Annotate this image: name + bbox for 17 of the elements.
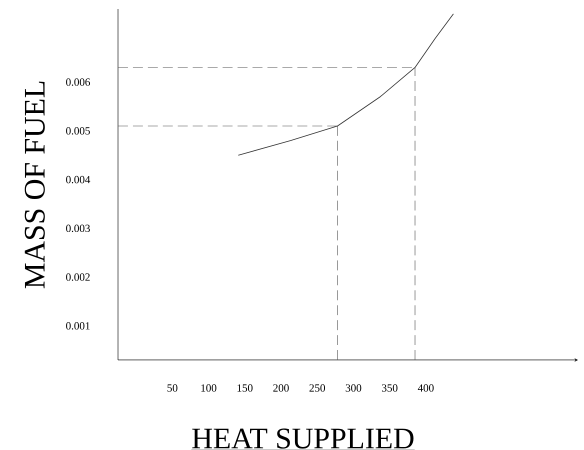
x-tick-label: 300 <box>346 384 362 392</box>
y-tick-label: 0.006 <box>66 78 90 86</box>
y-tick-label: 0.003 <box>66 224 90 232</box>
y-tick-label: 0.004 <box>66 176 90 184</box>
x-tick-label: 350 <box>382 384 398 392</box>
x-tick-label: 50 <box>168 384 178 392</box>
x-tick-label: 100 <box>201 384 216 392</box>
x-tick-label: 400 <box>418 384 434 392</box>
x-tick-label: 250 <box>309 384 326 392</box>
x-tick-label: 200 <box>273 384 289 392</box>
y-axis-title: MASS OF FUEL <box>24 82 45 288</box>
x-axis-title: HEAT SUPPLIED <box>192 428 414 449</box>
line-series <box>238 13 454 156</box>
x-tick-label: 150 <box>238 384 253 392</box>
y-tick-label: 0.002 <box>66 273 90 281</box>
y-tick-label: 0.001 <box>66 322 90 330</box>
y-tick-label: 0.005 <box>66 127 90 135</box>
